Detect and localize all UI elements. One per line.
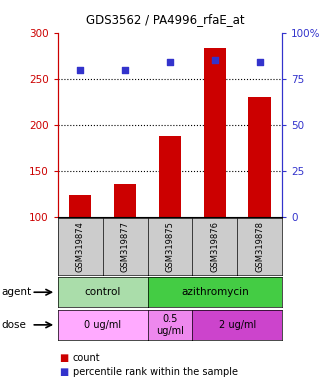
Text: agent: agent (2, 287, 32, 297)
Text: dose: dose (2, 320, 26, 330)
Bar (69, 195, 91, 217)
Bar (114, 184, 136, 217)
Text: ■: ■ (59, 367, 69, 377)
Text: 0.5
ug/ml: 0.5 ug/ml (156, 314, 184, 336)
Text: GSM319878: GSM319878 (255, 221, 264, 271)
Point (212, 57, 217, 63)
Text: GDS3562 / PA4996_rfaE_at: GDS3562 / PA4996_rfaE_at (86, 13, 244, 26)
Text: ■: ■ (59, 353, 69, 363)
Point (122, 66, 128, 73)
Text: GSM319875: GSM319875 (165, 221, 175, 271)
Text: azithromycin: azithromycin (181, 287, 249, 297)
Point (167, 59, 173, 65)
Text: GSM319874: GSM319874 (76, 221, 85, 271)
Point (257, 59, 262, 65)
Text: 0 ug/ml: 0 ug/ml (84, 320, 121, 330)
Text: GSM319877: GSM319877 (120, 221, 130, 271)
Point (78, 66, 83, 73)
Text: percentile rank within the sample: percentile rank within the sample (73, 367, 238, 377)
Bar (159, 136, 181, 217)
Bar (248, 97, 271, 217)
Text: count: count (73, 353, 100, 363)
Bar (204, 48, 226, 217)
Text: GSM319876: GSM319876 (210, 221, 219, 271)
Text: control: control (84, 287, 121, 297)
Text: 2 ug/ml: 2 ug/ml (219, 320, 256, 330)
